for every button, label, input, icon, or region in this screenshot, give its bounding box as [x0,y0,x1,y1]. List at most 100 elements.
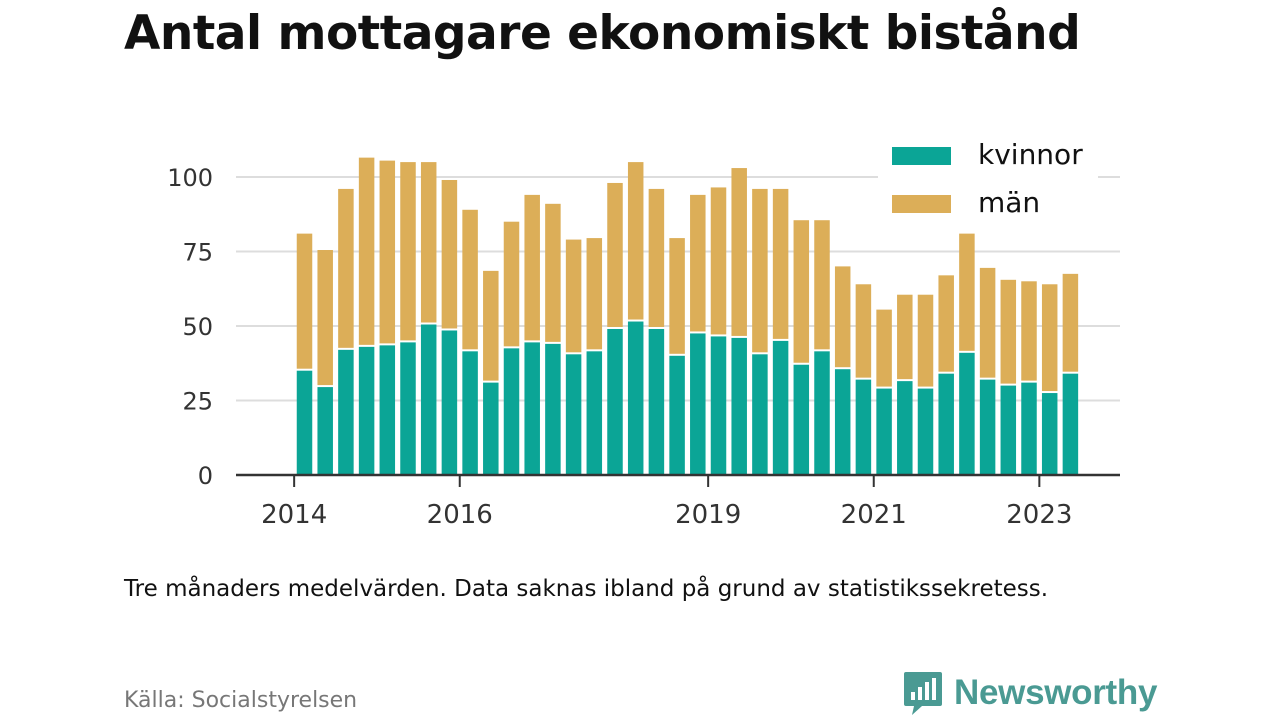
axes: 0 25 50 75 100 2014 2016 2019 2021 2023 [167,164,1120,530]
bar-man [772,188,789,339]
bar-man [503,221,520,347]
bar-kvinnor [400,342,416,475]
bar-kvinnor [855,379,872,475]
bar-man [400,162,416,341]
bar-kvinnor [731,337,747,475]
bar-kvinnor [1062,373,1079,475]
bar-kvinnor [793,364,810,475]
bar-kvinnor [296,370,313,475]
bar-man [317,250,333,386]
y-tick-label: 25 [182,388,213,416]
bar-man [669,238,685,354]
bar-kvinnor [483,382,499,475]
newsworthy-logo-icon [904,672,942,715]
bar-kvinnor [441,330,458,475]
bar-kvinnor [565,354,582,475]
bar-man [979,267,996,378]
brand-logo: Newsworthy [902,670,1157,716]
bar-man [1000,279,1017,384]
bar-man [379,160,396,344]
bar-kvinnor [897,381,913,475]
bar-kvinnor [1041,393,1058,475]
bar-kvinnor [959,352,975,475]
chart-caption: Tre månaders medelvärden. Data saknas ib… [124,576,1049,602]
bar-kvinnor [938,373,954,475]
bar-kvinnor [690,333,706,475]
bar-man [897,294,913,380]
brand-name: Newsworthy [954,673,1158,712]
y-tick-label: 100 [167,164,213,192]
bar-kvinnor [420,324,437,475]
bar-kvinnor [1021,382,1037,475]
x-tick-label: 2021 [841,500,907,530]
bar-kvinnor [524,342,540,475]
x-tick-label: 2023 [1006,500,1072,530]
bar-man [731,168,747,336]
bar-man [627,162,644,320]
bar-man [586,238,603,350]
y-tick-label: 50 [182,313,213,341]
bar-man [441,179,458,329]
bar-man [710,187,727,335]
bar-kvinnor [752,354,768,475]
bar-kvinnor [669,355,685,475]
bar-man [524,194,540,341]
bar-man [690,194,706,332]
legend-background [878,130,1098,230]
bar-man [545,203,561,342]
bar-kvinnor [979,379,996,475]
bar-man [462,209,478,350]
bar-kvinnor [379,345,396,475]
x-tick-label: 2019 [675,500,741,530]
bar-man [876,309,892,387]
bar-kvinnor [503,348,520,475]
x-tick-label: 2014 [261,500,327,530]
bar-kvinnor [627,321,644,475]
bar-kvinnor [586,351,603,475]
bar-kvinnor [710,336,727,475]
bar-kvinnor [917,388,934,475]
bar-kvinnor [358,346,375,475]
bar-man [565,239,582,353]
bar-kvinnor [462,351,478,475]
bar-man [338,188,354,348]
legend-swatch-man [892,195,951,213]
bar-kvinnor [545,343,561,475]
bar-man [793,220,810,363]
bar-man [420,162,437,323]
bar-kvinnor [338,349,354,475]
y-tick-label: 0 [198,462,213,490]
y-tick-label: 75 [182,239,213,267]
bar-kvinnor [607,328,623,475]
chart-title: Antal mottagare ekonomiskt bistånd [124,6,1081,61]
bar-man [296,233,313,369]
x-tick-label: 2016 [427,500,493,530]
legend-label-kvinnor: kvinnor [978,138,1083,171]
bar-man [855,284,872,378]
legend: kvinnor män [878,130,1098,230]
bar-man [814,220,830,350]
bar-man [959,233,975,351]
bar-man [938,275,954,372]
bar-kvinnor [317,387,333,475]
source-note: Källa: Socialstyrelsen [124,688,358,713]
bar-man [917,294,934,387]
legend-label-man: män [978,186,1040,219]
legend-swatch-kvinnor [892,147,951,165]
bar-man [358,157,375,345]
bar-kvinnor [1000,385,1017,475]
bar-man [1062,273,1079,372]
bar-man [607,182,623,327]
bar-kvinnor [876,388,892,475]
bar-man [648,188,665,327]
bars [296,157,1079,475]
bar-man [752,188,768,353]
bar-man [1041,284,1058,392]
bar-kvinnor [772,340,789,475]
bar-kvinnor [814,351,830,475]
bar-man [1021,281,1037,381]
bar-kvinnor [648,328,665,475]
bar-man [483,270,499,381]
bar-kvinnor [834,369,851,475]
